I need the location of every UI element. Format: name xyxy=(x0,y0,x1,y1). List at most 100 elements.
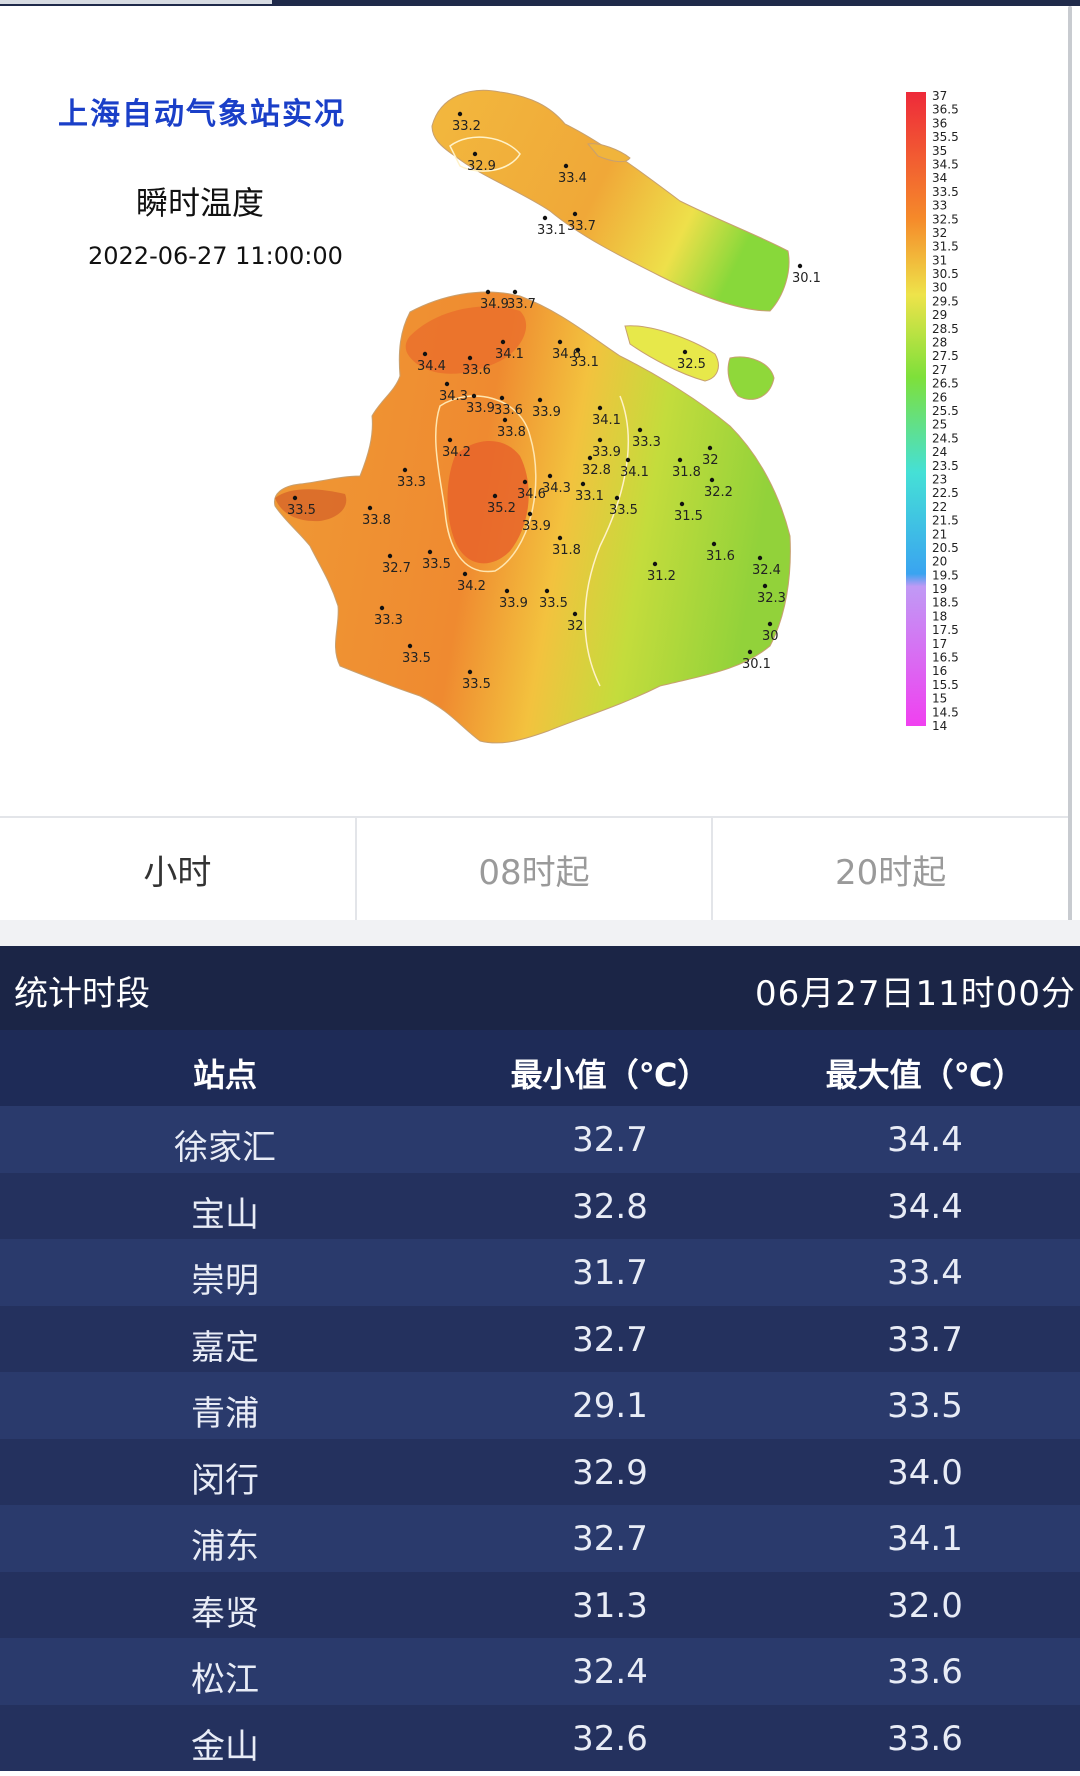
station-value: 34.2 xyxy=(457,579,486,594)
max-value: 34.4 xyxy=(887,1120,963,1160)
legend-tick-label: 36 xyxy=(932,116,947,130)
legend-tick-label: 21.5 xyxy=(932,514,959,528)
station-name: 松江 xyxy=(191,1660,259,1700)
legend-tick-label: 29 xyxy=(932,308,947,322)
station-value: 32.8 xyxy=(582,463,611,478)
period-label: 统计时段 xyxy=(14,974,150,1014)
station-value: 34.9 xyxy=(480,297,509,312)
station-value: 34.1 xyxy=(495,347,524,362)
station-value: 32.5 xyxy=(677,357,706,372)
min-value: 32.6 xyxy=(572,1718,648,1759)
legend-tick-label: 30 xyxy=(932,281,947,295)
table-row: 徐家汇 32.7 34.4 xyxy=(0,1106,1080,1173)
table-row: 嘉定 32.7 33.7 xyxy=(0,1305,1080,1372)
station-dot xyxy=(527,511,533,517)
table-header: 站点 最小值（℃） 最大值（℃） xyxy=(0,1030,1080,1106)
mainland xyxy=(273,291,791,744)
station-value: 33.9 xyxy=(499,596,528,611)
column-min: 最小值（℃） xyxy=(510,1056,710,1094)
chongming-island xyxy=(431,89,790,312)
changxing-island xyxy=(624,325,719,382)
hot-north xyxy=(405,306,527,374)
legend-tick-label: 27 xyxy=(932,363,947,377)
station-dot xyxy=(572,611,578,617)
station-value: 33.3 xyxy=(397,475,426,490)
tab-from-20[interactable]: 20时起 xyxy=(835,852,947,893)
legend-tick-label: 35.5 xyxy=(932,130,959,144)
station-dot xyxy=(557,535,563,541)
station-value: 33.8 xyxy=(362,513,391,528)
table-row: 金山 32.6 33.6 xyxy=(0,1704,1080,1771)
legend-tick-label: 34.5 xyxy=(932,157,959,171)
station-dot xyxy=(757,555,763,561)
station-dot xyxy=(762,583,768,589)
stats-period-bar: 统计时段 06月27日11时00分 xyxy=(0,946,1080,1030)
tab-from-08[interactable]: 08时起 xyxy=(357,818,714,920)
legend-tick-label: 34 xyxy=(932,171,947,185)
station-dot xyxy=(677,457,683,463)
station-dot xyxy=(767,621,773,627)
station-value: 32.7 xyxy=(382,561,411,576)
station-value: 34.3 xyxy=(542,481,571,496)
max-value: 33.6 xyxy=(887,1718,963,1759)
station-dot xyxy=(407,643,413,649)
station-value: 31.8 xyxy=(672,465,701,480)
tab-hour[interactable]: 小时 xyxy=(0,818,357,920)
station-dot xyxy=(422,351,428,357)
station-value: 33.4 xyxy=(558,171,587,186)
hot-core xyxy=(447,441,529,564)
legend-tick-label: 21 xyxy=(932,527,947,541)
station-value: 32 xyxy=(567,619,584,634)
max-value: 34.0 xyxy=(887,1452,963,1493)
station-dot xyxy=(597,405,603,411)
station-value: 34.6 xyxy=(552,347,581,362)
legend-tick-label: 15 xyxy=(932,692,947,706)
station-value: 33.2 xyxy=(452,119,481,134)
min-value: 32.7 xyxy=(572,1120,648,1160)
station-dot xyxy=(522,479,528,485)
station-dot xyxy=(652,561,658,567)
west-hot xyxy=(275,489,347,522)
max-value: 33.7 xyxy=(887,1319,963,1360)
min-value: 29.1 xyxy=(572,1386,648,1426)
station-dot xyxy=(542,215,548,221)
station-dot xyxy=(499,395,505,401)
station-name: 金山 xyxy=(191,1726,259,1767)
map-title: 上海自动气象站实况 xyxy=(58,97,346,132)
legend-tick-label: 22.5 xyxy=(932,486,959,500)
legend-tick-label: 28 xyxy=(932,336,947,350)
station-value: 32.2 xyxy=(704,485,733,500)
min-value: 31.3 xyxy=(572,1585,648,1626)
table-row: 浦东 32.7 34.1 xyxy=(0,1505,1080,1572)
station-value: 30 xyxy=(762,629,779,644)
station-dot xyxy=(682,349,688,355)
station-dot xyxy=(472,151,478,157)
legend-tick-label: 20.5 xyxy=(932,541,959,555)
legend-tick-label: 27.5 xyxy=(932,349,959,363)
station-value: 32.4 xyxy=(752,563,781,578)
station-name: 徐家汇 xyxy=(174,1128,276,1168)
period-value: 06月27日11时00分 xyxy=(754,974,1076,1014)
legend-tick-label: 32.5 xyxy=(932,212,959,226)
legend-tick-label: 20 xyxy=(932,555,947,569)
station-value: 30.1 xyxy=(792,271,821,286)
map-datetime: 2022-06-27 11:00:00 xyxy=(88,242,343,270)
legend-tick-label: 16 xyxy=(932,664,947,678)
station-value: 33.3 xyxy=(374,613,403,628)
station-dot xyxy=(387,553,393,559)
station-name: 嘉定 xyxy=(191,1327,259,1368)
station-dot xyxy=(467,355,473,361)
table-row: 宝山 32.8 34.4 xyxy=(0,1172,1080,1239)
min-value: 32.7 xyxy=(572,1319,648,1360)
legend-tick-label: 26 xyxy=(932,390,947,404)
temperature-map: 上海自动气象站实况 瞬时温度 2022-06-27 11:00:00 3736.… xyxy=(58,89,959,744)
station-value: 33.9 xyxy=(592,445,621,460)
period-tabs: 小时 08时起 20时起 xyxy=(0,816,1068,922)
min-value: 32.7 xyxy=(572,1519,648,1559)
station-dot xyxy=(580,481,586,487)
station-value: 35.2 xyxy=(487,501,516,516)
station-value: 33.6 xyxy=(462,363,491,378)
scrollbar[interactable] xyxy=(1068,6,1072,1066)
stats-table: 徐家汇 32.7 34.4 宝山 32.8 34.4 崇明 31.7 33.4 嘉定 32.7… xyxy=(0,1106,1080,1771)
legend-tick-label: 18 xyxy=(932,609,947,623)
